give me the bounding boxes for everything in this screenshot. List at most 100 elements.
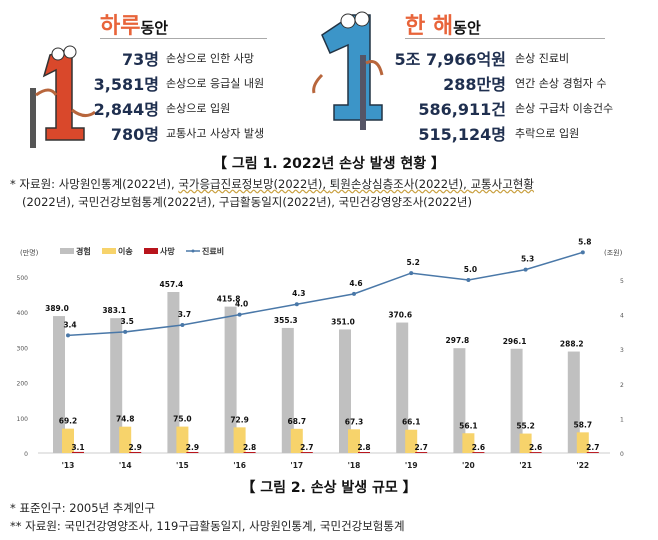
line-point: [580, 250, 585, 255]
stat-label: 손상으로 응급실 내원: [166, 77, 265, 90]
stat-label: 손상으로 인한 사망: [166, 52, 254, 65]
data-label: 288.2: [560, 340, 584, 349]
data-label: 389.0: [45, 304, 69, 313]
bar-경험: [453, 348, 466, 453]
data-label: 66.1: [402, 418, 421, 427]
right-tick: 4: [620, 313, 624, 320]
data-label: 2.9: [186, 443, 199, 452]
bar-이송: [176, 426, 189, 453]
stat-label: 추락으로 입원: [515, 127, 580, 140]
stat-value: 515,124명: [418, 125, 506, 144]
line-point: [523, 267, 528, 272]
bar-사망: [472, 452, 485, 453]
line-label: 5.8: [578, 238, 591, 246]
year-title: 한 해동안: [405, 14, 481, 39]
bar-이송: [62, 428, 74, 453]
bar-이송: [576, 432, 589, 453]
data-label: 415.8: [217, 295, 241, 304]
right-tick: 3: [620, 347, 624, 354]
left-axis-unit: (만명): [20, 248, 39, 257]
red-one-mascot: [30, 45, 96, 148]
bar-경험: [281, 327, 294, 453]
stat-value: 780명: [110, 125, 159, 144]
data-label: 2.7: [586, 443, 599, 452]
bar-이송: [519, 433, 532, 453]
line-label: 5.0: [464, 265, 477, 274]
legend-swatch: [102, 248, 116, 254]
bar-경험: [110, 318, 123, 453]
data-label: 457.4: [160, 280, 184, 289]
x-tick: '16: [233, 461, 246, 470]
legend-label: 이송: [118, 246, 133, 256]
figure2-note2: ** 자료원: 국민건강영양조사, 119구급활동일지, 사망원인통계, 국민건…: [10, 519, 405, 533]
data-label: 67.3: [345, 417, 364, 426]
x-tick: '22: [576, 461, 589, 470]
figure2-caption: 【 그림 2. 손상 발생 규모 】: [241, 480, 417, 496]
bar-사망: [586, 452, 599, 453]
line-label: 3.7: [178, 310, 191, 319]
right-tick: 2: [620, 382, 624, 389]
data-label: 2.9: [129, 443, 142, 452]
bar-사망: [358, 452, 370, 453]
bar-경험: [53, 316, 65, 453]
legend-label: 경험: [76, 246, 91, 256]
data-label: 55.2: [516, 422, 535, 431]
data-label: 68.7: [288, 417, 307, 426]
figure2-note1: * 표준인구: 2005년 추계인구: [10, 501, 156, 515]
line-label: 5.3: [521, 255, 534, 264]
bar-사망: [415, 452, 428, 453]
stat-label: 손상 구급차 이송건수: [515, 102, 614, 115]
x-tick: '15: [176, 461, 189, 470]
bar-이송: [233, 427, 246, 453]
data-label: 383.1: [102, 306, 126, 315]
data-label: 3.1: [71, 443, 84, 452]
bar-이송: [348, 429, 360, 453]
line-point: [237, 312, 242, 317]
line-point: [409, 271, 414, 276]
data-label: 297.8: [446, 336, 470, 345]
line-label: 3.5: [121, 317, 134, 326]
data-label: 355.3: [274, 316, 298, 325]
x-tick: '19: [405, 461, 418, 470]
data-label: 2.8: [243, 443, 256, 452]
data-label: 58.7: [574, 420, 593, 429]
data-label: 2.6: [529, 443, 542, 452]
line-진료비: [67, 251, 584, 337]
stat-label: 손상 진료비: [515, 52, 570, 65]
left-tick: 400: [17, 310, 29, 317]
bar-사망: [243, 452, 256, 453]
data-label: 69.2: [59, 417, 78, 426]
bar-사망: [72, 451, 84, 453]
line-point: [180, 322, 185, 327]
line-label: 4.6: [349, 279, 362, 288]
bar-사망: [529, 452, 542, 453]
data-label: 2.8: [357, 443, 370, 452]
bar-경험: [339, 329, 351, 453]
data-label: 351.0: [331, 317, 355, 326]
data-label: 296.1: [503, 337, 527, 346]
line-point: [352, 291, 356, 296]
injury-chart: (만명) (조원) 0 100 200 300 400 500 0 1 2 3 4 5 경험 이송 사망 진료비 3…: [17, 238, 624, 470]
left-tick: 500: [17, 275, 29, 282]
x-tick: '21: [519, 461, 532, 470]
day-title: 하루동안: [100, 14, 169, 39]
right-tick: 1: [620, 416, 624, 423]
stat-value: 3,581명: [93, 75, 159, 94]
stat-value: 73명: [122, 50, 159, 69]
bar-경험: [510, 348, 523, 453]
bar-경험: [167, 291, 180, 453]
stat-value: 2,844명: [93, 100, 159, 119]
x-tick: '18: [348, 461, 361, 470]
legend-swatch: [60, 248, 74, 254]
left-tick: 200: [17, 381, 29, 388]
bar-경험: [224, 306, 237, 453]
figure1-sources: * 자료원: 사망원인통계(2022년), 국가응급진료정보망(2022년), …: [10, 177, 534, 191]
bar-사망: [186, 451, 199, 453]
divider: [405, 38, 605, 39]
legend-swatch: [144, 248, 158, 254]
stat-value: 586,911건: [418, 100, 506, 119]
data-label: 2.7: [300, 443, 313, 452]
stat-label: 교통사고 사상자 발생: [166, 127, 265, 140]
data-label: 56.1: [459, 421, 478, 430]
x-tick: '13: [62, 461, 75, 470]
